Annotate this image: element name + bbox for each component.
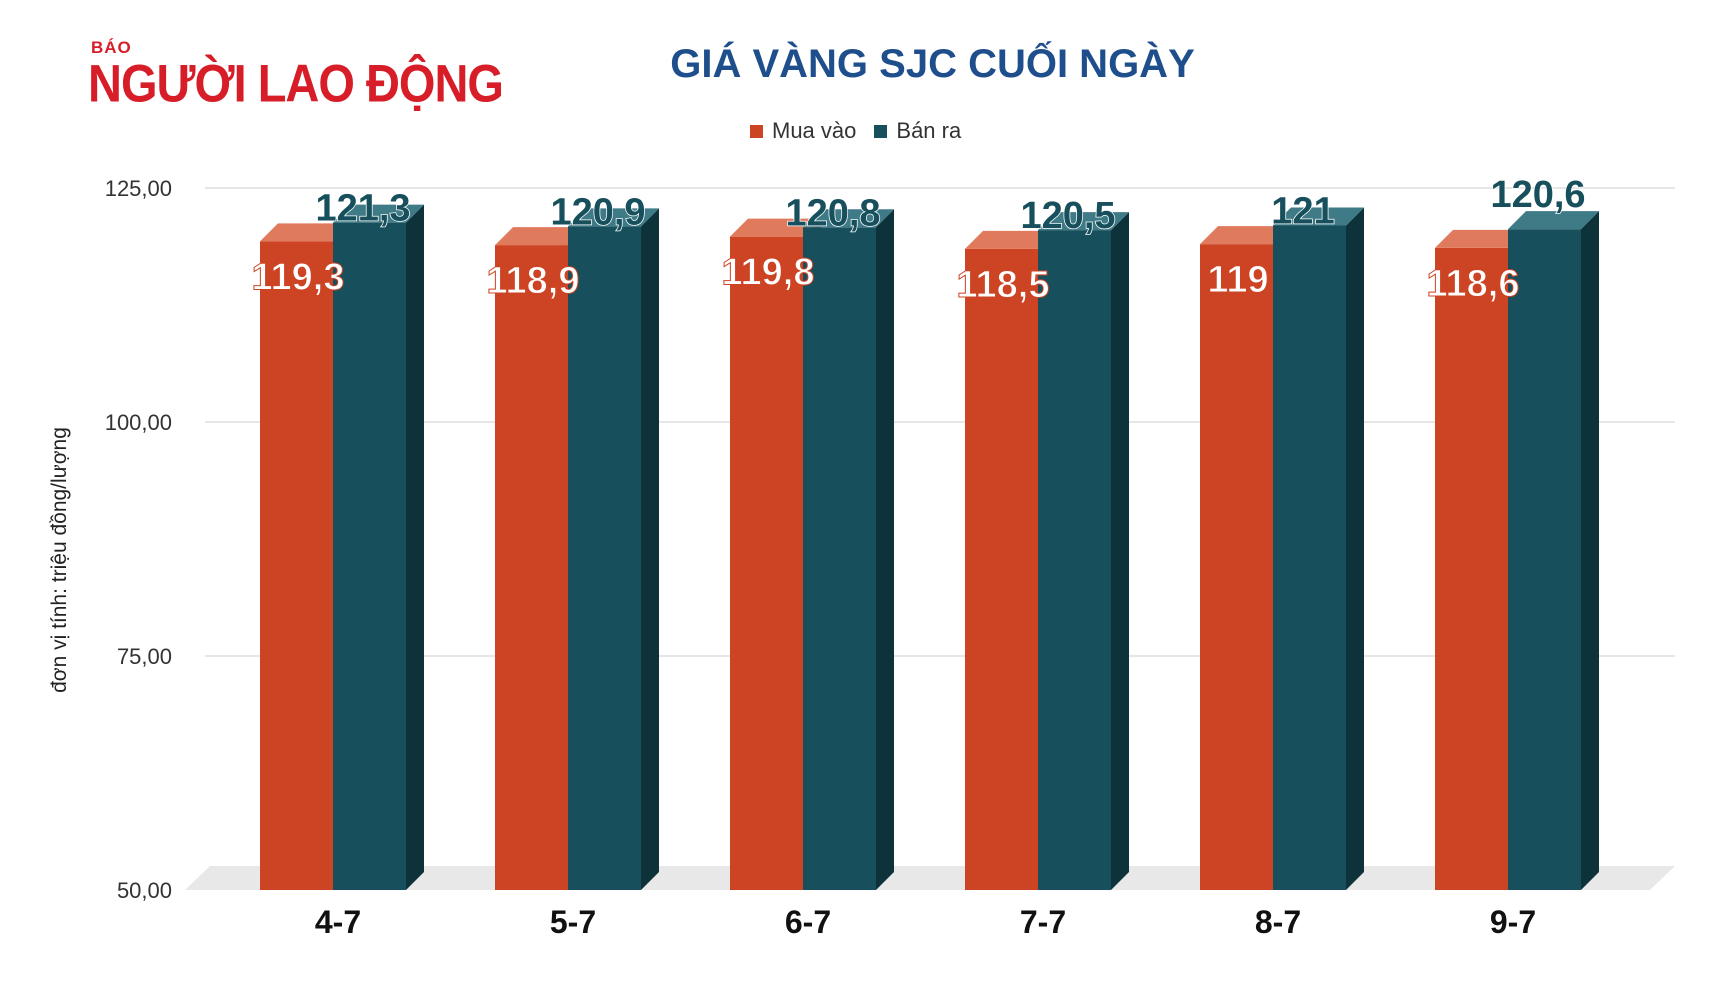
bar-sell: [333, 204, 424, 890]
bar-top-face: [333, 204, 424, 223]
bar-top-face: [1273, 207, 1364, 226]
bar-sell: [1508, 211, 1599, 890]
y-tick-label: 50,00: [117, 878, 172, 903]
bar-side-face: [406, 204, 424, 890]
bar-side-face: [641, 208, 659, 891]
bar-top-face: [495, 227, 586, 246]
bar-front-face: [568, 226, 641, 891]
bar-top-face: [730, 218, 821, 237]
bar-side-face: [1346, 207, 1364, 890]
bar-sell: [1273, 207, 1364, 890]
bar-front-face: [730, 236, 803, 890]
y-tick-label: 75,00: [117, 644, 172, 669]
bar-front-face: [260, 241, 333, 891]
bar-side-face: [1111, 212, 1129, 890]
bar-top-face: [1200, 226, 1291, 245]
x-tick-label: 8-7: [1255, 904, 1301, 940]
data-label-sell: 121: [1271, 190, 1334, 232]
legend-label-buy: Mua vào: [772, 118, 857, 143]
bar-front-face: [965, 248, 1038, 891]
newspaper-logo: BÁO NGƯỜI LAO ĐỘNG: [88, 38, 504, 112]
data-label-sell: 120,9: [550, 191, 645, 233]
data-label-sell: 120,8: [785, 192, 880, 234]
bar-top-face: [1435, 229, 1526, 248]
bar-front-face: [1508, 229, 1581, 890]
bar-top-face: [1508, 211, 1599, 230]
bar-top-face: [568, 208, 659, 227]
bar-front-face: [1273, 225, 1346, 890]
x-tick-label: 7-7: [1020, 904, 1066, 940]
x-tick-label: 6-7: [785, 904, 831, 940]
bar-front-face: [495, 245, 568, 890]
bar-top-face: [1038, 212, 1129, 231]
bar-front-face: [333, 222, 406, 890]
data-label-buy: 118,6: [1427, 263, 1520, 305]
x-tick-label: 4-7: [315, 904, 361, 940]
bar-sell: [568, 208, 659, 891]
bar-top-face: [965, 230, 1056, 249]
legend-item-sell: Bán ra: [874, 118, 961, 144]
bar-top-face: [260, 223, 351, 242]
bar-front-face: [1200, 244, 1273, 890]
data-label-sell: 121,3: [315, 188, 410, 230]
data-label-buy: 119: [1207, 259, 1268, 301]
logo-name: NGƯỜI LAO ĐỘNG: [88, 53, 504, 113]
bar-front-face: [1435, 247, 1508, 891]
bar-sell: [1038, 212, 1129, 890]
data-label-buy: 119,3: [252, 256, 345, 298]
x-tick-label: 5-7: [550, 904, 596, 940]
bar-sell: [803, 209, 894, 890]
bar-side-face: [1581, 211, 1599, 890]
data-label-sell: 120,6: [1490, 174, 1585, 216]
y-tick-label: 125,00: [105, 176, 172, 201]
chart-legend: Mua vào Bán ra: [750, 118, 979, 144]
data-label-buy: 119,8: [722, 252, 815, 294]
bar-front-face: [803, 227, 876, 890]
legend-swatch-buy: [750, 124, 763, 138]
chart-title: GIÁ VÀNG SJC CUỐI NGÀY: [670, 42, 1195, 86]
y-tick-label: 100,00: [105, 410, 172, 435]
data-label-buy: 118,5: [957, 264, 1050, 306]
legend-label-sell: Bán ra: [896, 118, 962, 143]
data-label-buy: 118,9: [487, 260, 580, 302]
bar-front-face: [1038, 230, 1111, 890]
legend-swatch-sell: [874, 124, 888, 138]
bar-top-face: [803, 209, 894, 228]
x-tick-label: 9-7: [1490, 904, 1536, 940]
legend-item-buy: Mua vào: [750, 118, 856, 144]
bar-side-face: [876, 209, 894, 890]
logo-top-text: BÁO: [91, 38, 132, 57]
data-label-sell: 120,5: [1020, 195, 1115, 237]
